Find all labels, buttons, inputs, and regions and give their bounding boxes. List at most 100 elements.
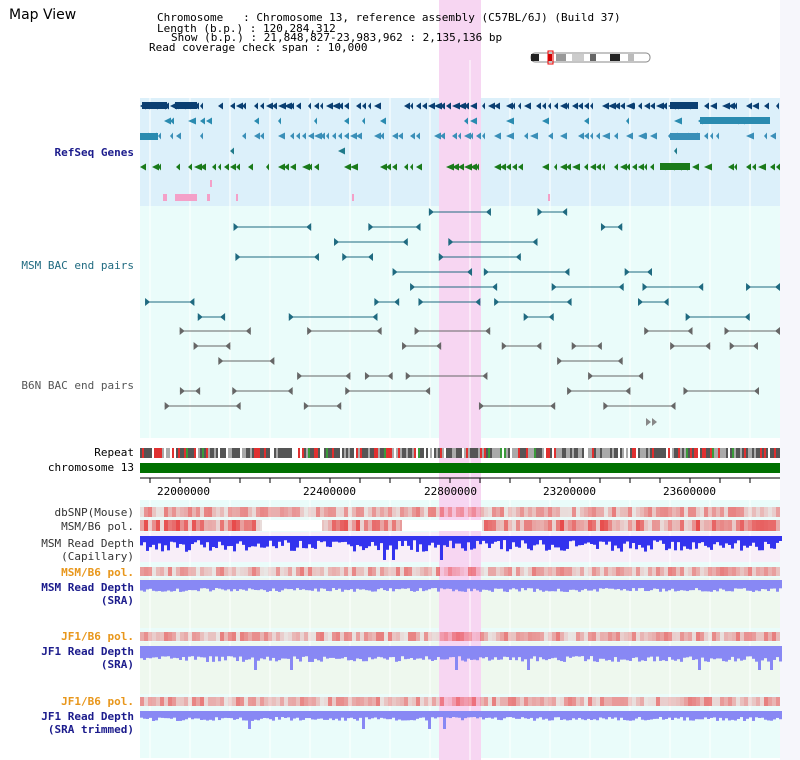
pol-heat [156, 507, 160, 517]
pol-heat [488, 507, 492, 517]
refseq-genes-label[interactable]: RefSeq Genes [54, 146, 134, 159]
depth-bar [596, 536, 599, 549]
repeat-mark [622, 448, 624, 458]
depth-bar [176, 580, 179, 589]
pol-heat [728, 507, 732, 517]
pol-heat [360, 507, 364, 517]
pol-heat [460, 567, 464, 576]
depth-bar [218, 536, 221, 542]
msm-bac-label[interactable]: MSM BAC end pairs [21, 259, 134, 272]
pol-heat [524, 567, 528, 576]
depth-bar [227, 580, 230, 590]
msm-pol-label-1: MSM/B6 pol. [61, 520, 134, 533]
bac-end [372, 313, 378, 321]
depth-bar [191, 536, 194, 545]
depth-bar [413, 711, 416, 721]
depth-bar [773, 646, 776, 660]
depth-bar [440, 711, 443, 718]
depth-bar [578, 580, 581, 592]
depth-bar [356, 536, 359, 545]
gene-arrow [176, 132, 181, 140]
depth-bar [449, 580, 452, 589]
pol-heat [156, 567, 160, 576]
bac-end [663, 298, 669, 306]
pol-heat [520, 567, 524, 576]
depth-bar [374, 536, 377, 546]
depth-bar [572, 711, 575, 719]
pol-heat [532, 520, 536, 531]
pol-heat [556, 632, 560, 641]
pol-heat [296, 567, 300, 576]
depth-bar [224, 536, 227, 550]
pol-heat [696, 632, 700, 641]
pol-heat [384, 507, 388, 517]
pol-heat [764, 632, 768, 641]
depth-bar [620, 711, 623, 718]
repeat-mark [222, 448, 224, 458]
depth-bar [377, 711, 380, 720]
depth-bar [194, 646, 197, 660]
depth-bar [611, 536, 614, 551]
pol-heat [368, 697, 372, 706]
depth-bar [503, 580, 506, 592]
pol-heat [612, 632, 616, 641]
pol-heat [292, 507, 296, 517]
depth-bar [146, 711, 149, 719]
depth-bar [470, 536, 473, 550]
pol-heat [696, 567, 700, 576]
depth-bar [536, 711, 539, 719]
depth-bar [767, 711, 770, 721]
pol-heat [520, 520, 524, 531]
pol-heat [408, 697, 412, 706]
pol-heat [400, 507, 404, 517]
repeat-mark [396, 448, 398, 458]
gene-arrow [290, 102, 294, 110]
depth-bar [470, 580, 473, 592]
depth-bar [263, 711, 266, 718]
bac-end [179, 327, 185, 335]
pol-heat [180, 567, 184, 576]
jf1-pol-label-2: JF1/B6 pol. [61, 695, 134, 708]
pol-heat [472, 507, 476, 517]
bac-end [729, 342, 735, 350]
depth-bar [170, 580, 173, 592]
repeat-mark [194, 448, 196, 458]
gene-arrow [692, 163, 699, 171]
repeat-mark [226, 448, 228, 458]
pol-heat [396, 567, 400, 576]
pol-heat [732, 632, 736, 641]
depth-bar [542, 646, 545, 660]
depth-bar [269, 580, 272, 592]
depth-bar [359, 536, 362, 547]
pol-heat [576, 632, 580, 641]
gene-arrow [446, 163, 454, 171]
depth-bar [377, 646, 380, 657]
depth-bar [449, 711, 452, 719]
depth-bar [485, 536, 488, 544]
depth-bar [290, 580, 293, 590]
pol-heat [752, 567, 756, 576]
depth-bar [578, 711, 581, 718]
repeat-mark [380, 448, 382, 458]
depth-bar [188, 646, 191, 657]
pol-heat [492, 632, 496, 641]
depth-bar [254, 711, 257, 720]
depth-bar [431, 536, 434, 543]
depth-bar [440, 536, 443, 560]
depth-bar [203, 711, 206, 720]
bac-end [303, 402, 309, 410]
repeat-mark [590, 448, 592, 458]
pol-heat [600, 520, 604, 531]
depth-bar [146, 536, 149, 551]
depth-bar [239, 646, 242, 657]
pol-heat [584, 567, 588, 576]
bac-end [515, 253, 521, 261]
pol-heat [240, 507, 244, 517]
refseq-pink-mark [210, 180, 212, 187]
depth-bar [614, 580, 617, 590]
depth-bar [332, 580, 335, 589]
depth-bar [323, 646, 326, 657]
pol-heat [260, 697, 264, 706]
b6n-bac-label[interactable]: B6N BAC end pairs [21, 379, 134, 392]
depth-bar [590, 646, 593, 657]
